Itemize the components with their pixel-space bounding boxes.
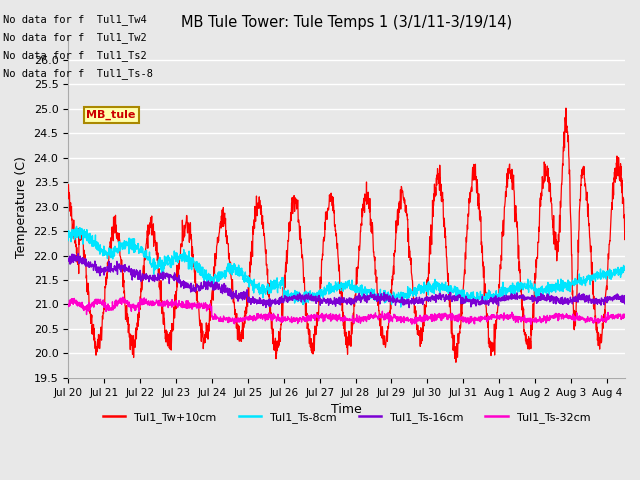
Legend: Tul1_Tw+10cm, Tul1_Ts-8cm, Tul1_Ts-16cm, Tul1_Ts-32cm: Tul1_Tw+10cm, Tul1_Ts-8cm, Tul1_Ts-16cm,… (99, 407, 595, 427)
Text: No data for f  Tul1_Tw2: No data for f Tul1_Tw2 (3, 32, 147, 43)
Text: No data for f  Tul1_Ts-8: No data for f Tul1_Ts-8 (3, 68, 153, 79)
Y-axis label: Temperature (C): Temperature (C) (15, 156, 28, 257)
Text: No data for f  Tul1_Tw4: No data for f Tul1_Tw4 (3, 13, 147, 24)
X-axis label: Time: Time (332, 403, 362, 416)
Title: MB Tule Tower: Tule Temps 1 (3/1/11-3/19/14): MB Tule Tower: Tule Temps 1 (3/1/11-3/19… (181, 15, 512, 30)
Text: No data for f  Tul1_Ts2: No data for f Tul1_Ts2 (3, 50, 147, 61)
Text: MB_tule: MB_tule (86, 109, 136, 120)
